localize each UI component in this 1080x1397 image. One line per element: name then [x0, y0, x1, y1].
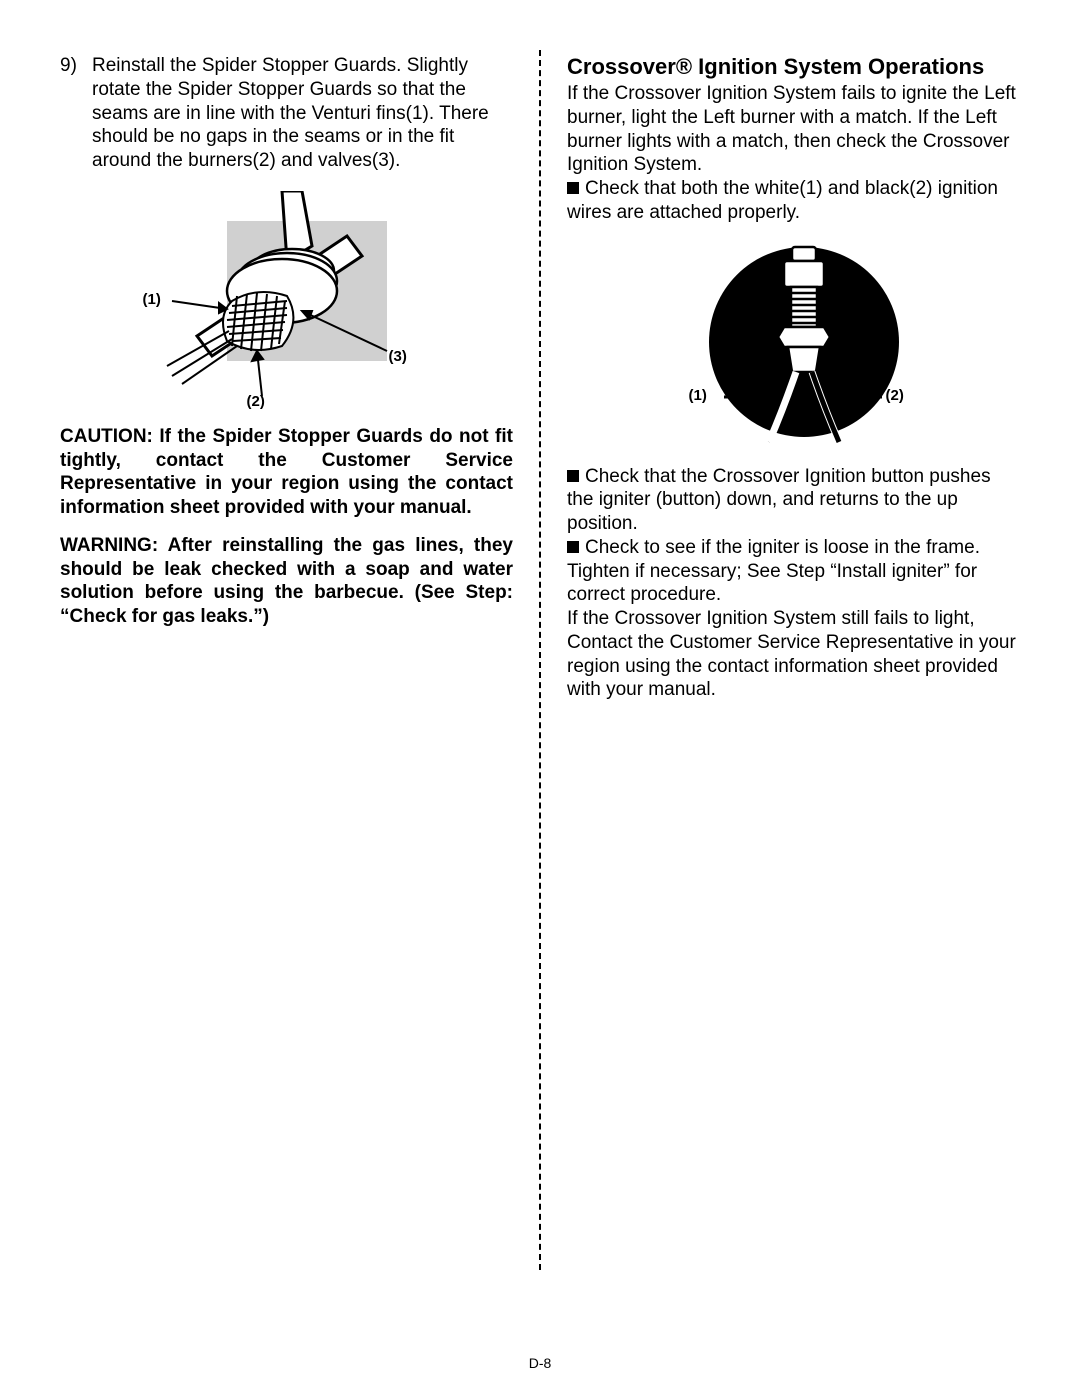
- column-divider: [539, 50, 541, 1270]
- intro-text: If the Crossover Ignition System fails t…: [567, 82, 1020, 177]
- step-number: 9): [60, 54, 92, 173]
- figure-spider-guard: (1) (2) (3): [137, 191, 437, 411]
- fig2-label-2: (2): [886, 387, 904, 404]
- two-column-layout: 9) Reinstall the Spider Stopper Guards. …: [60, 50, 1020, 1270]
- warning-text: WARNING: After reinstalling the gas line…: [60, 534, 513, 629]
- manual-page: 9) Reinstall the Spider Stopper Guards. …: [0, 0, 1080, 1397]
- fig2-label-1: (1): [689, 387, 707, 404]
- bullet-2-text: Check that the Crossover Ignition button…: [567, 466, 991, 535]
- bullet-1-text: Check that both the white(1) and black(2…: [567, 178, 998, 223]
- bullet-3: Check to see if the igniter is loose in …: [567, 536, 1020, 607]
- bullet-2: Check that the Crossover Ignition button…: [567, 465, 1020, 536]
- square-bullet-icon: [567, 541, 579, 553]
- fig1-label-2: (2): [247, 393, 265, 410]
- spider-guard-illustration: [137, 191, 437, 411]
- fig1-label-1: (1): [143, 291, 161, 308]
- page-number: D-8: [0, 1355, 1080, 1371]
- square-bullet-icon: [567, 182, 579, 194]
- left-column: 9) Reinstall the Spider Stopper Guards. …: [60, 50, 513, 1270]
- step-text: Reinstall the Spider Stopper Guards. Sli…: [92, 54, 513, 173]
- igniter-illustration: [634, 237, 954, 447]
- square-bullet-icon: [567, 470, 579, 482]
- section-title: Crossover® Ignition System Operations: [567, 54, 1020, 80]
- right-column: Crossover® Ignition System Operations If…: [567, 50, 1020, 1270]
- fig1-label-3: (3): [389, 348, 407, 365]
- outro-text: If the Crossover Ignition System still f…: [567, 607, 1020, 702]
- caution-text: CAUTION: If the Spider Stopper Guards do…: [60, 425, 513, 520]
- bullet-3-text: Check to see if the igniter is loose in …: [567, 537, 980, 606]
- figure-igniter: (1) (2): [634, 237, 954, 447]
- bullet-1: Check that both the white(1) and black(2…: [567, 177, 1020, 225]
- step-9: 9) Reinstall the Spider Stopper Guards. …: [60, 54, 513, 173]
